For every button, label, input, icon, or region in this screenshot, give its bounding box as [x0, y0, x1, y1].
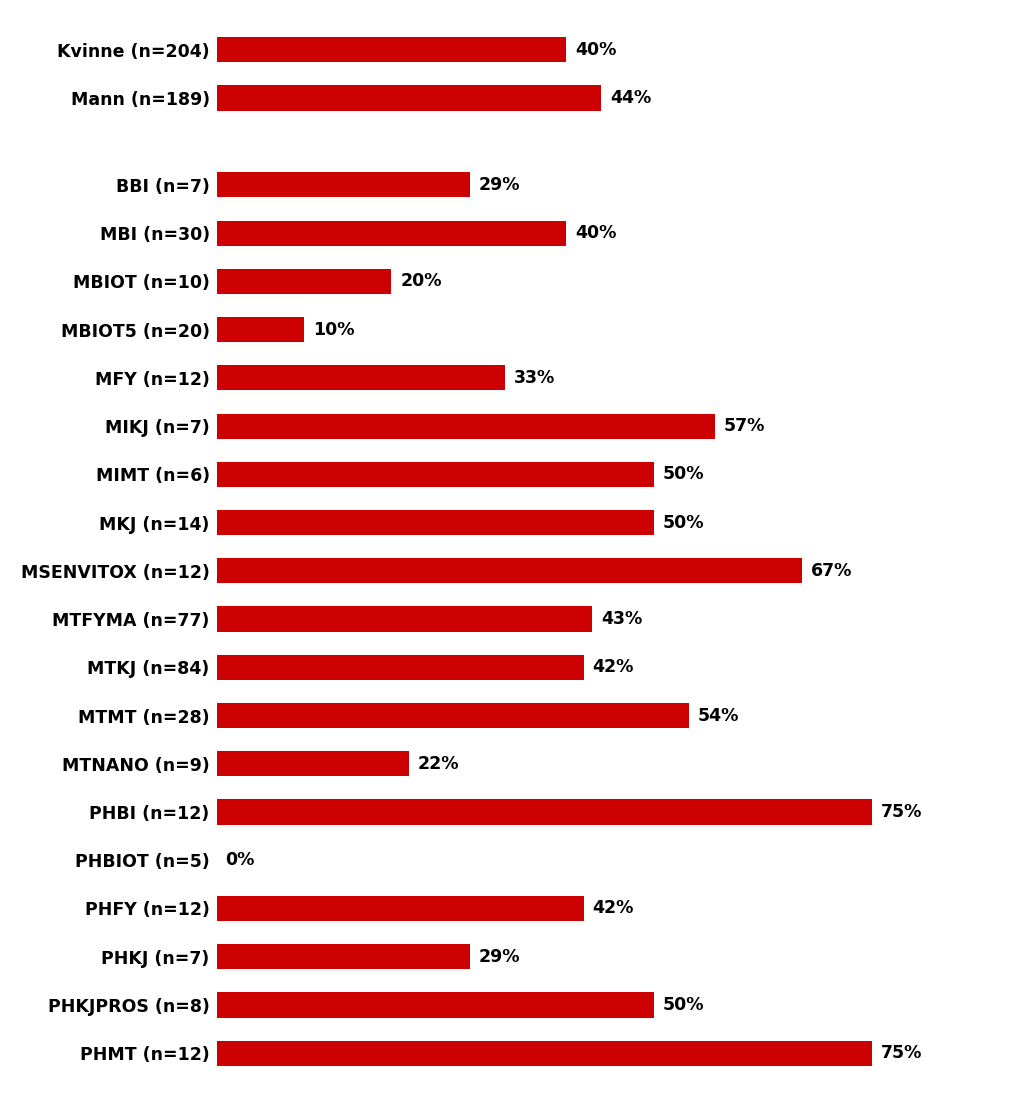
Text: 50%: 50% — [663, 514, 703, 532]
Text: 67%: 67% — [811, 561, 852, 580]
Text: 0%: 0% — [225, 852, 255, 869]
Bar — [217, 317, 304, 342]
Text: 22%: 22% — [418, 754, 459, 773]
Bar — [217, 462, 653, 486]
Bar — [217, 800, 872, 825]
Bar — [217, 221, 566, 246]
Text: 42%: 42% — [593, 658, 634, 676]
Bar — [217, 751, 409, 777]
Text: 44%: 44% — [610, 89, 651, 107]
Text: 40%: 40% — [574, 224, 616, 242]
Bar — [217, 607, 593, 632]
Bar — [217, 703, 688, 728]
Bar — [217, 414, 715, 439]
Text: 43%: 43% — [601, 610, 642, 628]
Bar — [217, 558, 802, 583]
Bar — [217, 655, 584, 679]
Text: 29%: 29% — [479, 175, 520, 194]
Text: 50%: 50% — [663, 996, 703, 1014]
Bar — [217, 269, 391, 293]
Bar — [217, 993, 653, 1018]
Text: 10%: 10% — [312, 321, 354, 339]
Bar — [217, 365, 505, 390]
Bar — [217, 85, 601, 110]
Text: 40%: 40% — [574, 41, 616, 58]
Bar — [217, 510, 653, 535]
Text: 42%: 42% — [593, 899, 634, 918]
Text: 54%: 54% — [697, 707, 738, 725]
Text: 75%: 75% — [881, 803, 923, 821]
Bar — [217, 1040, 872, 1065]
Bar — [217, 172, 470, 197]
Text: 20%: 20% — [400, 272, 441, 290]
Text: 57%: 57% — [724, 417, 765, 435]
Bar — [217, 944, 470, 970]
Text: 75%: 75% — [881, 1045, 923, 1062]
Bar — [217, 38, 566, 63]
Text: 33%: 33% — [514, 368, 555, 387]
Text: 29%: 29% — [479, 947, 520, 966]
Bar — [217, 896, 584, 921]
Text: 50%: 50% — [663, 465, 703, 483]
